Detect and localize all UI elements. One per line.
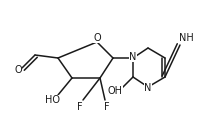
Text: HO: HO [45, 95, 60, 105]
Text: O: O [93, 33, 101, 43]
Text: OH: OH [108, 86, 123, 96]
Text: F: F [77, 102, 83, 112]
Text: N: N [129, 52, 137, 62]
Text: O: O [14, 65, 22, 75]
Text: F: F [104, 102, 110, 112]
Text: NH: NH [179, 33, 193, 43]
Text: N: N [144, 83, 152, 93]
